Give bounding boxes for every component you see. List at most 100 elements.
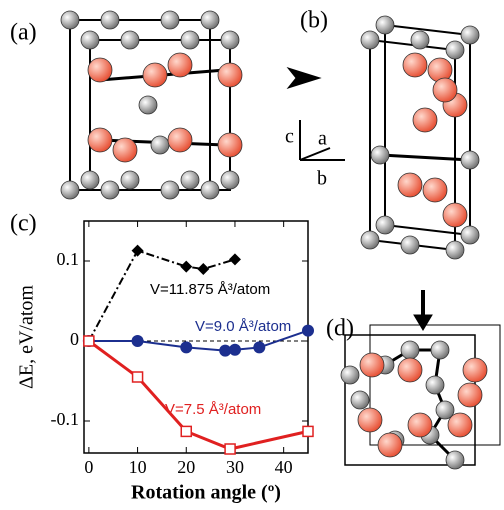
panel-label: (b) xyxy=(300,8,328,34)
panel-label: (d) xyxy=(326,316,354,342)
atom-gray xyxy=(446,451,464,469)
y-tick-label: 0 xyxy=(70,329,79,349)
atom-gray xyxy=(81,31,99,49)
panel-label: (c) xyxy=(10,211,37,237)
marker xyxy=(225,444,235,454)
atom-gray xyxy=(431,341,449,359)
bond xyxy=(380,155,470,160)
x-tick-label: 10 xyxy=(129,457,147,477)
atom-red xyxy=(218,133,242,157)
atom-gray xyxy=(341,366,359,384)
atom-red xyxy=(413,108,437,132)
axis-a xyxy=(300,148,330,160)
x-tick-label: 0 xyxy=(84,457,93,477)
marker xyxy=(180,341,192,353)
series-label: V=7.5 Å³/atom xyxy=(165,401,261,418)
atom-gray xyxy=(221,31,239,49)
atom-gray xyxy=(201,11,219,29)
panel-label: (a) xyxy=(10,20,37,46)
atom-gray xyxy=(446,41,464,59)
atom-red xyxy=(360,353,384,377)
atom-gray xyxy=(161,11,179,29)
axis-label: b xyxy=(317,168,327,190)
atom-gray xyxy=(461,26,479,44)
axis-label: c xyxy=(285,126,294,148)
atom-gray xyxy=(401,341,419,359)
atom-red xyxy=(168,128,192,152)
atom-red xyxy=(88,128,112,152)
atom-gray xyxy=(461,151,479,169)
arrow xyxy=(414,315,432,330)
y-tick-label: -0.1 xyxy=(51,409,80,429)
atom-gray xyxy=(201,181,219,199)
series-label: V=9.0 Å³/atom xyxy=(195,318,291,335)
atom-red xyxy=(433,78,457,102)
atom-red xyxy=(218,63,242,87)
atom-gray xyxy=(426,376,444,394)
series-label: V=11.875 Å³/atom xyxy=(150,281,270,298)
atom-gray xyxy=(151,136,169,154)
atom-gray xyxy=(101,11,119,29)
marker xyxy=(197,263,209,275)
marker xyxy=(133,372,143,382)
atom-gray xyxy=(371,146,389,164)
marker xyxy=(132,335,144,347)
atom-gray xyxy=(161,181,179,199)
atom-gray xyxy=(181,31,199,49)
atom-gray xyxy=(401,236,419,254)
atom-red xyxy=(398,358,422,382)
atom-gray xyxy=(411,31,429,49)
series-line xyxy=(89,341,308,449)
atom-red xyxy=(408,413,432,437)
y-axis-label: ΔE, eV/atom xyxy=(16,285,38,389)
atom-red xyxy=(143,63,167,87)
marker xyxy=(253,341,265,353)
atom-red xyxy=(378,433,402,457)
atom-red xyxy=(113,138,137,162)
figure: (a) (b) (d) c a b (c) ΔE, eV/atom Rotation… xyxy=(0,0,504,510)
atom-gray xyxy=(376,216,394,234)
atom-red xyxy=(358,408,382,432)
atom-gray xyxy=(121,171,139,189)
atom-gray xyxy=(101,181,119,199)
marker xyxy=(229,253,241,265)
atom-gray xyxy=(361,31,379,49)
atom-gray xyxy=(139,96,157,114)
atom-red xyxy=(458,383,482,407)
atoms xyxy=(61,11,487,469)
atom-gray xyxy=(376,16,394,34)
atom-red xyxy=(403,53,427,77)
atom-gray xyxy=(121,31,139,49)
marker xyxy=(229,344,241,356)
atom-red xyxy=(168,53,192,77)
atom-gray xyxy=(221,171,239,189)
atom-gray xyxy=(446,241,464,259)
x-tick-label: 30 xyxy=(226,457,244,477)
atom-gray xyxy=(81,171,99,189)
y-tick-label: 0.1 xyxy=(57,249,80,269)
atom-red xyxy=(463,358,487,382)
plot-frame xyxy=(84,221,308,453)
x-tick-label: 20 xyxy=(177,457,195,477)
arrow xyxy=(288,68,320,88)
marker xyxy=(180,261,192,273)
axis-label: a xyxy=(318,128,327,150)
marker xyxy=(302,325,314,337)
atom-red xyxy=(88,58,112,82)
marker xyxy=(303,426,313,436)
marker xyxy=(84,336,94,346)
atom-gray xyxy=(361,231,379,249)
atom-red xyxy=(423,178,447,202)
x-axis-label: Rotation angle (º) xyxy=(131,482,281,504)
atom-gray xyxy=(351,391,369,409)
atom-red xyxy=(443,203,467,227)
atom-red xyxy=(398,173,422,197)
atom-gray xyxy=(61,181,79,199)
atom-gray xyxy=(61,11,79,29)
marker xyxy=(132,245,144,257)
atom-red xyxy=(448,413,472,437)
marker xyxy=(181,426,191,436)
atom-gray xyxy=(181,171,199,189)
atom-gray xyxy=(461,226,479,244)
